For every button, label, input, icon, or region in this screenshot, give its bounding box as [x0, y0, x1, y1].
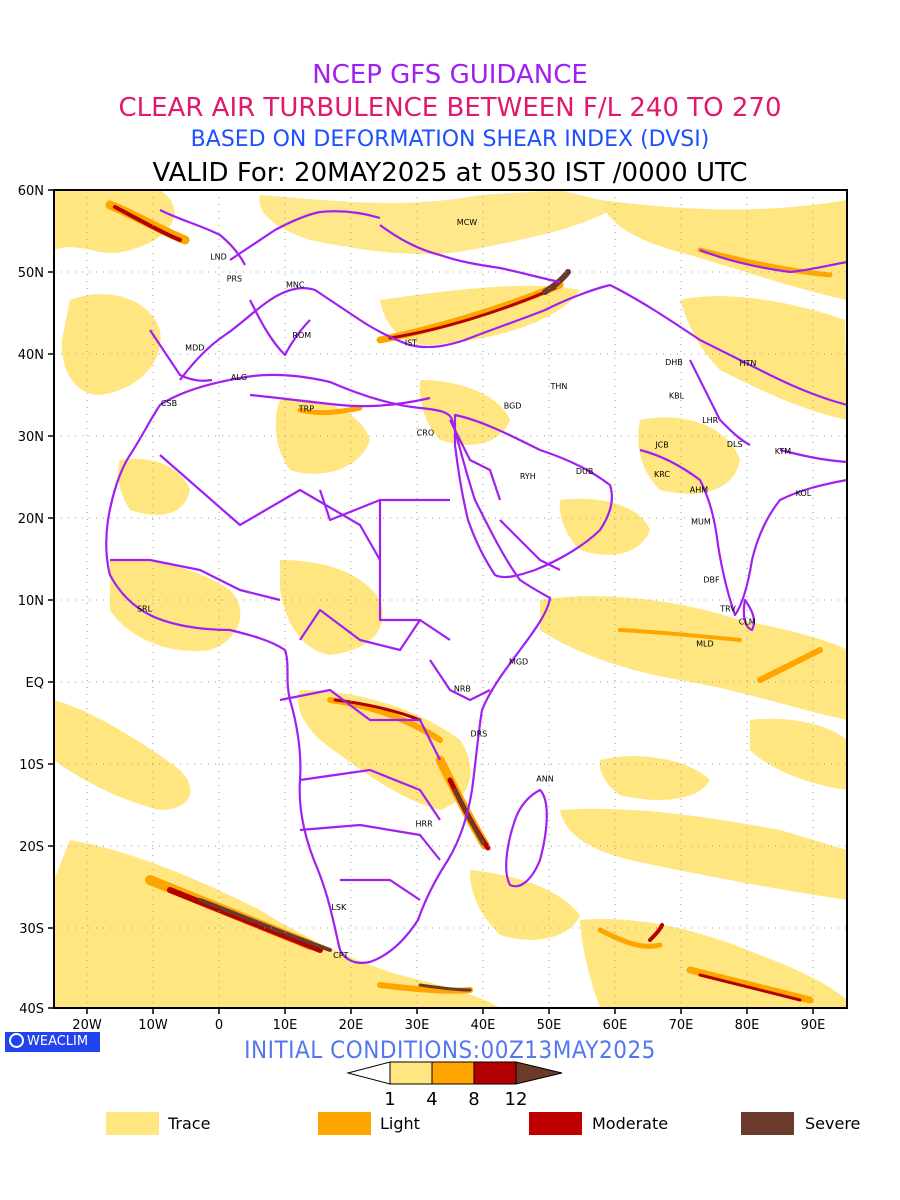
- city-label-csb: CSB: [161, 399, 177, 408]
- colorbar-tick: 4: [426, 1089, 437, 1110]
- legend-label: Severe: [805, 1114, 861, 1133]
- lat-label: 10N: [18, 594, 44, 609]
- city-label-mgd: MGD: [509, 657, 528, 666]
- colorbar-bin: [389, 1061, 433, 1085]
- initial-conditions: INITIAL CONDITIONS:00Z13MAY2025: [244, 1036, 656, 1064]
- lat-label: 40N: [18, 348, 44, 363]
- lon-label: 70E: [669, 1018, 694, 1033]
- city-label-nrb: NRB: [454, 684, 471, 693]
- city-label-htn: HTN: [739, 359, 756, 368]
- lat-label: EQ: [26, 676, 44, 691]
- lon-label: 60E: [603, 1018, 628, 1033]
- title-line-3: BASED ON DEFORMATION SHEAR INDEX (DVSI): [190, 127, 710, 152]
- legend-swatch: [106, 1112, 159, 1135]
- city-label-alg: ALG: [231, 373, 247, 382]
- moderate-areas: [113, 205, 802, 1002]
- colorbar-tick: 8: [468, 1089, 479, 1110]
- city-label-dhb: DHB: [665, 358, 683, 367]
- longitude-axis: 20W 10W 0 10E 20E 30E 40E 50E 60E 70E 80…: [72, 1008, 825, 1033]
- weaclim-logo: WEACLIM: [5, 1032, 100, 1052]
- legend-label: Light: [380, 1114, 420, 1133]
- city-label-kbl: KBL: [669, 392, 685, 401]
- lat-label: 60N: [18, 184, 44, 199]
- city-label-hrr: HRR: [416, 819, 434, 828]
- lon-label: 30E: [405, 1018, 430, 1033]
- lon-label: 40E: [471, 1018, 496, 1033]
- lat-label: 20N: [18, 512, 44, 527]
- legend-label: Trace: [168, 1114, 211, 1133]
- city-label-mum: MUM: [691, 518, 711, 527]
- city-label-dbf: DBF: [703, 576, 720, 585]
- legend-swatch: [529, 1112, 582, 1135]
- logo-ring-icon: [9, 1033, 24, 1048]
- city-label-krc: KRC: [654, 470, 670, 479]
- city-label-dls: DLS: [727, 440, 743, 449]
- city-label-trv: TRV: [719, 604, 736, 613]
- city-labels: MCW LND PRS MNC ROM MDD IST ALG CSB TRP CRO BGD THN R…: [137, 218, 812, 960]
- lat-label: 20S: [19, 840, 44, 855]
- city-label-srl: SRL: [137, 604, 153, 613]
- city-label-mnc: MNC: [286, 280, 305, 289]
- city-label-ahm: AHM: [690, 486, 708, 495]
- city-label-ann: ANN: [536, 774, 553, 783]
- lon-label: 10W: [138, 1018, 168, 1033]
- lat-label: 30N: [18, 430, 44, 445]
- city-label-trp: TRP: [298, 405, 314, 414]
- city-label-ist: IST: [405, 338, 417, 347]
- city-label-ryh: RYH: [520, 472, 536, 481]
- city-label-lnd: LND: [210, 253, 227, 262]
- colorbar-low-arrow: [346, 1061, 391, 1085]
- title-line-1: NCEP GFS GUIDANCE: [312, 60, 588, 90]
- lon-label: 80E: [735, 1018, 760, 1033]
- city-label-mcw: MCW: [457, 218, 477, 227]
- colorbar-high-arrow: [515, 1061, 563, 1085]
- city-label-kol: KOL: [796, 489, 812, 498]
- city-label-bgd: BGD: [504, 401, 522, 410]
- lon-label: 20E: [339, 1018, 364, 1033]
- turbulence-map: MCW LND PRS MNC ROM MDD IST ALG CSB TRP CRO BGD THN R…: [18, 184, 848, 1033]
- lat-label: 30S: [19, 922, 44, 937]
- city-label-lsk: LSK: [331, 903, 347, 912]
- title-valid-time: VALID For: 20MAY2025 at 0530 IST /0000 U…: [152, 158, 748, 188]
- city-label-cpt: CPT: [333, 951, 348, 960]
- lon-label: 20W: [72, 1018, 102, 1033]
- lat-label: 10S: [19, 758, 44, 773]
- city-label-thn: THN: [549, 382, 567, 391]
- city-label-lhr: LHR: [702, 416, 718, 425]
- title-line-2: CLEAR AIR TURBULENCE BETWEEN F/L 240 TO …: [118, 93, 782, 123]
- city-label-drs: DRS: [471, 729, 488, 738]
- city-label-rom: ROM: [292, 331, 311, 340]
- colorbar-tick: 1: [384, 1089, 395, 1110]
- latitude-axis: 60N 50N 40N 30N 20N 10N EQ 10S 20S 30S 4…: [18, 184, 54, 1017]
- lon-label: 90E: [801, 1018, 826, 1033]
- legend-swatch: [741, 1112, 794, 1135]
- colorbar: 1 4 8 12: [346, 1061, 563, 1110]
- lon-label: 50E: [537, 1018, 562, 1033]
- lon-label: 0: [215, 1018, 223, 1033]
- colorbar-bin: [473, 1061, 517, 1085]
- city-label-cro: CRO: [417, 428, 434, 437]
- trace-areas: [54, 190, 847, 1008]
- turbulence-field: [54, 190, 847, 1008]
- lon-label: 10E: [273, 1018, 298, 1033]
- city-label-clm: CLM: [739, 617, 756, 626]
- city-label-dub: DUB: [576, 467, 594, 476]
- city-label-mld: MLD: [696, 639, 714, 648]
- logo-text: WEACLIM: [27, 1034, 89, 1049]
- city-label-ktm: KTM: [775, 447, 792, 456]
- city-label-prs: PRS: [227, 275, 242, 284]
- lat-label: 40S: [19, 1002, 44, 1017]
- lat-label: 50N: [18, 266, 44, 281]
- map-frame: [53, 189, 848, 1009]
- colorbar-bin: [431, 1061, 475, 1085]
- city-label-mdd: MDD: [185, 343, 204, 352]
- colorbar-tick: 12: [505, 1089, 528, 1110]
- legend-swatch: [318, 1112, 371, 1135]
- city-label-jcb: JCB: [654, 441, 668, 450]
- legend-label: Moderate: [592, 1114, 669, 1133]
- country-boundaries: [105, 209, 847, 964]
